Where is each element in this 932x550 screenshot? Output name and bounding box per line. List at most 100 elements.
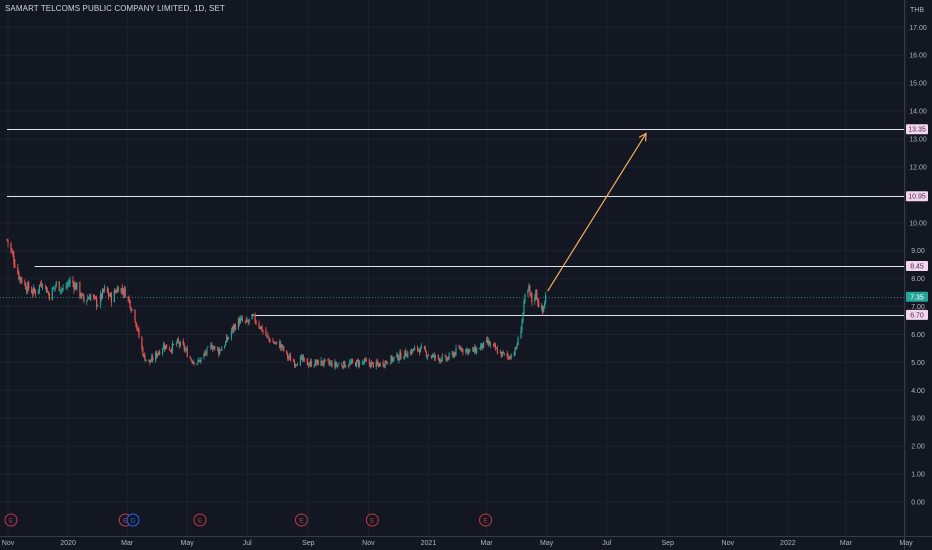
candle-body xyxy=(338,364,340,365)
candle xyxy=(252,313,254,317)
level-price-tag[interactable]: 6.70 xyxy=(906,309,928,320)
candle xyxy=(377,361,379,368)
candle xyxy=(55,280,57,288)
candle xyxy=(289,353,291,360)
candle xyxy=(178,341,180,349)
candle xyxy=(141,336,143,352)
candle xyxy=(444,354,446,358)
candle xyxy=(67,280,69,288)
candle-body xyxy=(73,284,75,290)
earnings-marker[interactable]: E xyxy=(193,513,207,527)
candle xyxy=(400,349,402,360)
candle-body xyxy=(255,322,257,324)
candle-body xyxy=(306,358,308,366)
candle xyxy=(455,344,457,356)
candle xyxy=(162,341,165,350)
candle xyxy=(13,251,15,269)
candle-body xyxy=(100,293,103,298)
candle xyxy=(412,349,414,354)
candle-body xyxy=(440,359,442,362)
candle xyxy=(447,356,449,361)
candle xyxy=(468,348,470,355)
x-tick-label: May xyxy=(181,540,195,547)
candle-body xyxy=(75,283,77,290)
candle xyxy=(488,340,491,346)
candle xyxy=(396,351,398,358)
candle xyxy=(452,351,454,359)
candle xyxy=(168,346,171,351)
level-price-tag[interactable]: 10.95 xyxy=(906,191,928,202)
candle xyxy=(122,288,124,299)
candle xyxy=(17,263,19,275)
candle xyxy=(265,326,267,337)
candle-body xyxy=(220,350,222,351)
symbol-title: SAMART TELCOMS PUBLIC COMPANY LIMITED, 1… xyxy=(5,4,225,13)
candle-body xyxy=(218,349,220,355)
candle xyxy=(74,280,76,291)
candle xyxy=(156,350,158,359)
earnings-marker[interactable]: E xyxy=(294,513,308,527)
earnings-marker[interactable]: E xyxy=(4,513,18,527)
candle xyxy=(283,345,285,353)
candle xyxy=(295,364,298,367)
candle-body xyxy=(418,349,421,353)
candle-body xyxy=(171,343,174,352)
candle-body xyxy=(225,337,228,343)
last-price-tag[interactable]: 7.35 xyxy=(906,291,928,302)
candle-body xyxy=(203,353,205,358)
level-price-tag[interactable]: 13.35 xyxy=(906,124,928,135)
event-label: E xyxy=(9,517,14,524)
dividend-marker[interactable]: D xyxy=(126,513,140,527)
candle-body xyxy=(74,283,76,290)
candle xyxy=(358,360,361,368)
candle xyxy=(460,345,462,352)
candle-body xyxy=(238,318,240,324)
candle xyxy=(523,299,525,315)
candle-body xyxy=(335,362,337,366)
x-tick-label: Nov xyxy=(2,540,15,547)
candle-body xyxy=(66,285,68,287)
candle-body xyxy=(32,292,34,294)
candle-body xyxy=(161,348,164,354)
candle xyxy=(114,288,116,294)
candle xyxy=(217,346,219,352)
earnings-marker[interactable]: E xyxy=(479,513,493,527)
candle-body xyxy=(479,348,481,350)
candle-body xyxy=(51,287,53,301)
candle-body xyxy=(227,337,230,339)
candle xyxy=(509,355,511,359)
candle xyxy=(101,287,104,300)
candle-body xyxy=(224,346,226,348)
candle-body xyxy=(80,295,82,297)
y-tick-label: 16.00 xyxy=(909,53,927,60)
earnings-marker[interactable]: E xyxy=(365,513,379,527)
candle xyxy=(115,289,117,294)
candle xyxy=(109,292,112,298)
y-tick-label: 12.00 xyxy=(909,164,927,171)
candle-body xyxy=(419,346,422,353)
candle xyxy=(37,289,40,295)
candle xyxy=(425,350,428,359)
level-price-tag[interactable]: 8.45 xyxy=(906,261,928,272)
candle xyxy=(240,315,242,321)
candle-body xyxy=(310,361,312,367)
candle xyxy=(313,363,315,369)
candle xyxy=(426,354,429,360)
candle-body xyxy=(417,346,419,350)
candle-body xyxy=(207,346,209,348)
x-tick-label: Sep xyxy=(661,540,674,547)
candle-body xyxy=(131,309,133,310)
candle-body xyxy=(294,364,297,366)
candle-body xyxy=(272,341,274,343)
candle xyxy=(382,359,384,368)
candle-body xyxy=(17,267,19,274)
candle-body xyxy=(37,289,40,294)
candle xyxy=(152,353,154,363)
candle-body xyxy=(99,293,102,306)
candle-body xyxy=(455,348,457,356)
candle xyxy=(466,347,468,353)
candle-body xyxy=(81,293,83,298)
candle-body xyxy=(295,364,298,366)
